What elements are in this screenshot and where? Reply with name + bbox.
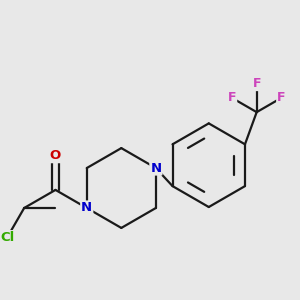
Text: F: F	[252, 77, 261, 90]
Text: N: N	[150, 162, 161, 175]
Text: F: F	[228, 92, 236, 104]
Text: N: N	[81, 202, 92, 214]
Text: F: F	[277, 92, 286, 104]
Text: Cl: Cl	[0, 231, 14, 244]
Text: O: O	[50, 149, 61, 162]
